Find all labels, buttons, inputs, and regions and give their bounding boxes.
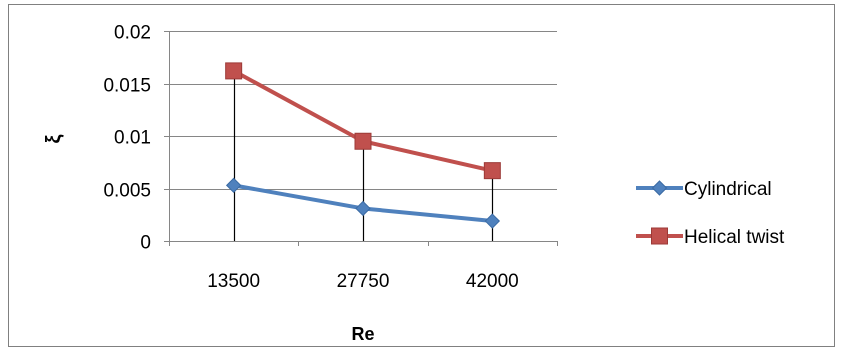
y-axis-label: ξ bbox=[43, 134, 65, 143]
legend-label: Helical twist bbox=[684, 227, 785, 248]
x-tick-label: 13500 bbox=[207, 271, 260, 292]
y-tick-label: 0.005 bbox=[103, 181, 151, 202]
x-axis-label: Re bbox=[351, 324, 374, 344]
legend-swatch-marker bbox=[651, 227, 668, 245]
legend-item-cylindrical: Cylindrical bbox=[636, 179, 772, 200]
y-tick-labels: 0 0.005 0.01 0.015 0.02 bbox=[103, 23, 151, 254]
y-tick-label: 0.015 bbox=[103, 76, 151, 97]
data-point-cylindrical bbox=[484, 213, 501, 229]
chart-border bbox=[8, 4, 835, 347]
axes bbox=[164, 31, 558, 246]
legend-swatch-marker bbox=[651, 180, 668, 196]
x-tick-labels: 13500 27750 42000 bbox=[207, 271, 519, 292]
data-point-cylindrical bbox=[225, 177, 242, 194]
data-point-helical-twist bbox=[483, 162, 501, 180]
x-tick-label: 27750 bbox=[337, 271, 390, 292]
data-point-helical-twist bbox=[354, 132, 372, 150]
data-point-helical-twist bbox=[225, 62, 243, 80]
drop-lines bbox=[233, 70, 494, 241]
legend-label: Cylindrical bbox=[684, 179, 772, 200]
legend-item-helical-twist: Helical twist bbox=[636, 227, 785, 248]
series bbox=[225, 62, 501, 229]
data-point-cylindrical bbox=[355, 200, 371, 217]
y-tick-label: 0.02 bbox=[114, 23, 151, 44]
y-tick-label: 0.01 bbox=[114, 128, 151, 149]
x-tick-label: 42000 bbox=[466, 271, 519, 292]
y-tick-label: 0 bbox=[140, 233, 151, 254]
legend: Cylindrical Helical twist bbox=[636, 179, 785, 248]
